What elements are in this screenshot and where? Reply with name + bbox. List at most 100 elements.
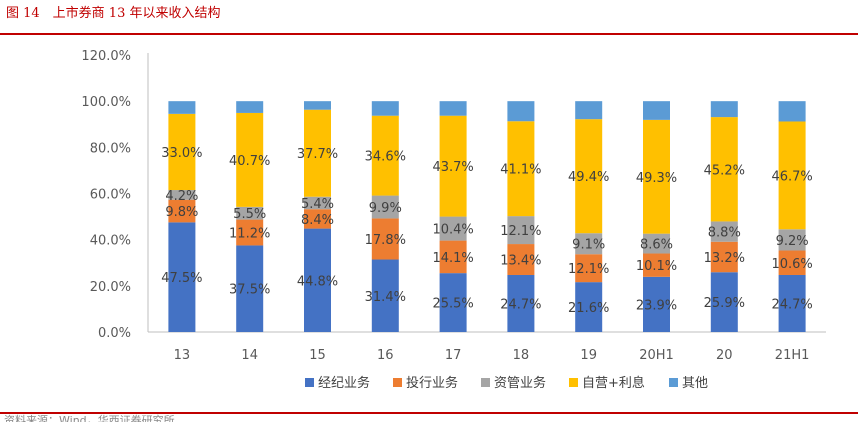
legend-swatch bbox=[393, 378, 402, 387]
bar-segment bbox=[371, 195, 399, 219]
x-tick-label: 16 bbox=[377, 348, 394, 363]
bar-segment bbox=[710, 272, 738, 332]
y-tick-label: 20.0% bbox=[90, 280, 131, 295]
data-label: 13.2% bbox=[704, 251, 745, 266]
data-label: 25.5% bbox=[432, 297, 473, 312]
data-label: 10.4% bbox=[432, 223, 473, 238]
bar-segment bbox=[236, 206, 264, 220]
bar-segment bbox=[778, 229, 806, 251]
bar-segment bbox=[643, 276, 670, 332]
data-label: 37.7% bbox=[297, 147, 338, 162]
data-label: 5.5% bbox=[233, 207, 266, 222]
data-label: 33.0% bbox=[161, 146, 202, 161]
legend-swatch bbox=[305, 378, 314, 387]
bar-segment bbox=[236, 245, 264, 332]
legend-swatch bbox=[481, 378, 490, 387]
data-label: 10.6% bbox=[771, 257, 812, 272]
bar-segment bbox=[439, 216, 467, 241]
bar-segment bbox=[168, 101, 196, 114]
bar-segment bbox=[236, 219, 264, 246]
bar-segment bbox=[439, 240, 467, 274]
stacked-bar-chart: 0.0% 20.0% 40.0% 60.0% 80.0% 100.0% 120.0% 13 14… bbox=[81, 49, 826, 391]
bar-segment bbox=[507, 101, 535, 122]
data-label: 23.9% bbox=[636, 298, 677, 313]
bar-segment bbox=[643, 233, 670, 254]
bar-segment bbox=[778, 250, 806, 275]
bar-segment bbox=[304, 101, 331, 110]
bar-segment bbox=[710, 101, 738, 118]
data-label: 24.7% bbox=[500, 297, 541, 312]
data-label: 17.8% bbox=[365, 233, 406, 248]
bar-segment bbox=[575, 233, 603, 255]
data-label: 34.6% bbox=[365, 150, 406, 165]
bar-segment bbox=[168, 199, 196, 223]
x-tick-label: 15 bbox=[309, 348, 326, 363]
x-tick-label: 19 bbox=[580, 348, 597, 363]
data-label: 8.8% bbox=[708, 226, 741, 241]
bar-segment bbox=[643, 119, 670, 234]
legend-label: 投行业务 bbox=[406, 375, 458, 391]
data-label: 46.7% bbox=[771, 169, 812, 184]
data-label: 44.8% bbox=[297, 274, 338, 289]
data-label: 9.1% bbox=[572, 238, 605, 253]
data-label: 9.9% bbox=[369, 201, 402, 216]
bar-segment bbox=[778, 101, 806, 122]
bar-segment bbox=[371, 101, 399, 116]
data-label: 5.4% bbox=[301, 197, 334, 212]
bar-segment bbox=[168, 113, 196, 191]
data-label: 8.6% bbox=[640, 238, 673, 253]
data-label: 49.4% bbox=[568, 170, 609, 185]
bar-segment bbox=[304, 109, 331, 197]
legend-label: 自营+利息 bbox=[582, 375, 645, 391]
bar-segment bbox=[371, 259, 399, 332]
data-label: 47.5% bbox=[161, 271, 202, 286]
y-tick-label: 40.0% bbox=[90, 234, 131, 249]
data-label: 31.4% bbox=[365, 290, 406, 305]
bar-segment bbox=[168, 190, 196, 200]
bar-segment bbox=[507, 244, 535, 275]
x-tick-label: 13 bbox=[174, 348, 191, 363]
bar-segment bbox=[710, 117, 738, 222]
data-label: 11.2% bbox=[229, 227, 270, 242]
data-label: 12.1% bbox=[500, 224, 541, 239]
bar-segment bbox=[575, 254, 603, 283]
bar-segment bbox=[371, 218, 399, 260]
data-label: 4.2% bbox=[165, 189, 198, 204]
bar-segment bbox=[304, 209, 331, 229]
bar-segment bbox=[168, 222, 196, 332]
bar-segment bbox=[304, 228, 331, 332]
legend-label: 其他 bbox=[682, 376, 708, 391]
x-tick-label: 20 bbox=[716, 348, 733, 363]
x-tick-label: 17 bbox=[445, 348, 462, 363]
bar-segment bbox=[710, 241, 738, 273]
data-label: 37.5% bbox=[229, 283, 270, 298]
data-label: 40.7% bbox=[229, 154, 270, 169]
bar-segment bbox=[236, 112, 264, 207]
data-label: 9.8% bbox=[165, 205, 198, 220]
data-label: 41.1% bbox=[500, 163, 541, 178]
legend-swatch bbox=[569, 378, 578, 387]
legend-label: 经纪业务 bbox=[318, 375, 370, 391]
bar-segment bbox=[507, 121, 535, 217]
data-label: 24.7% bbox=[771, 297, 812, 312]
x-tick-label: 21H1 bbox=[775, 348, 810, 363]
y-tick-label: 80.0% bbox=[90, 141, 131, 156]
source-note: 资料来源：Wind，华西证券研究所 bbox=[4, 414, 175, 422]
bar-segment bbox=[710, 221, 738, 242]
y-tick-label: 60.0% bbox=[90, 188, 131, 203]
bar-segment bbox=[236, 101, 264, 113]
data-label: 43.7% bbox=[432, 160, 473, 175]
bar-segment bbox=[371, 115, 399, 196]
footer-divider bbox=[0, 412, 858, 414]
data-label: 9.2% bbox=[776, 234, 809, 249]
y-tick-label: 120.0% bbox=[81, 49, 131, 64]
x-tick-label: 20H1 bbox=[639, 348, 674, 363]
data-label: 25.9% bbox=[704, 296, 745, 311]
x-tick-label: 18 bbox=[513, 348, 530, 363]
bar-segment bbox=[439, 101, 467, 116]
data-label: 13.4% bbox=[500, 254, 541, 269]
data-label: 49.3% bbox=[636, 171, 677, 186]
bar-segment bbox=[778, 274, 806, 332]
bar-segment bbox=[643, 101, 670, 120]
data-label: 21.6% bbox=[568, 301, 609, 316]
